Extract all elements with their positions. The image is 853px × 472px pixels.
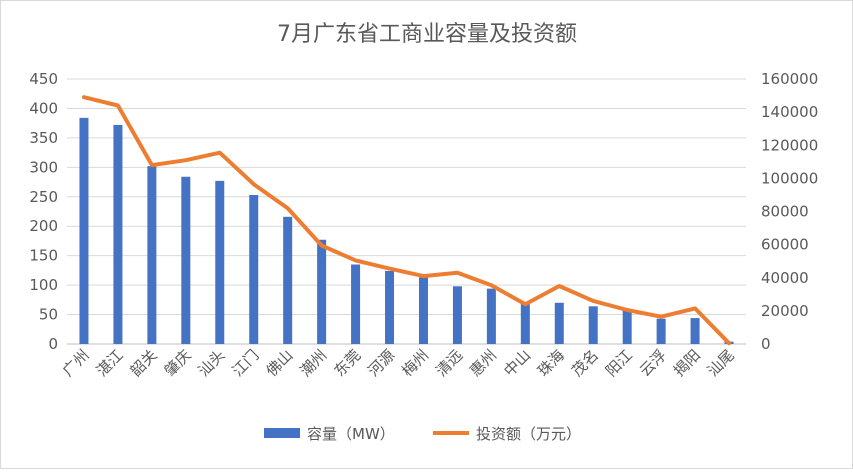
- y-right-tick-label: 120000: [761, 136, 818, 154]
- y-left-tick-label: 300: [29, 158, 58, 176]
- investment-line: [82, 95, 731, 346]
- x-category-label: 东莞: [330, 346, 364, 380]
- legend-swatch-bar: [264, 428, 300, 438]
- legend-label-capacity: 容量（MW）: [307, 425, 395, 443]
- bar-湛江: [113, 124, 123, 344]
- x-category-label: 汕头: [195, 346, 229, 380]
- gridlines: [67, 78, 746, 345]
- y-left-tick-label: 400: [29, 99, 58, 117]
- x-category-label: 肇庆: [161, 346, 195, 380]
- x-category-label: 广州: [59, 346, 93, 380]
- bar-江门: [249, 195, 259, 344]
- x-category-label: 中山: [500, 346, 534, 380]
- y-right-tick-label: 60000: [761, 236, 809, 254]
- x-category-label: 韶关: [127, 346, 161, 380]
- y-right-tick-label: 40000: [761, 269, 809, 287]
- x-category-label: 潮州: [297, 346, 331, 380]
- y-right-tick-label: 100000: [761, 169, 818, 187]
- x-category-label: 惠州: [466, 346, 500, 380]
- bar-清远: [452, 286, 462, 344]
- y-axis-left: 0 50 100 150 200 250 300 350 400 450: [29, 70, 58, 353]
- x-category-label: 茂名: [568, 346, 602, 380]
- y-left-tick-label: 0: [48, 335, 58, 353]
- x-category-label: 梅州: [398, 346, 432, 380]
- x-category-label: 揭阳: [670, 346, 704, 380]
- x-category-label: 珠海: [534, 346, 568, 380]
- bar-佛山: [283, 216, 293, 344]
- x-category-label: 云浮: [636, 346, 670, 380]
- x-category-label: 江门: [229, 346, 263, 380]
- bar-中山: [520, 302, 530, 344]
- y-right-tick-label: 160000: [761, 70, 818, 88]
- y-right-tick-label: 80000: [761, 203, 809, 221]
- bar-series: [79, 117, 734, 344]
- y-right-tick-label: 20000: [761, 302, 809, 320]
- bar-珠海: [554, 302, 564, 344]
- bar-汕头: [215, 180, 225, 344]
- y-left-tick-label: 200: [29, 217, 58, 235]
- x-category-label: 清远: [432, 346, 466, 380]
- bar-河源: [385, 270, 395, 344]
- chart-title: 7月广东省工商业容量及投资额: [277, 22, 577, 47]
- legend: 容量（MW） 投资额（万元）: [264, 425, 581, 443]
- y-left-tick-label: 250: [29, 188, 58, 206]
- y-axis-right: 0 20000 40000 60000 80000 100000 120000 140000 1…: [761, 70, 818, 353]
- bar-惠州: [486, 288, 496, 344]
- bar-梅州: [418, 277, 428, 344]
- x-axis-categories: 广州 湛江 韶关 肇庆 汕头 江门 佛山 潮州 东莞 河源 梅州 清远 惠州 中山 珠海 茂名 阳江 云浮 揭阳 汕尾: [59, 346, 738, 380]
- x-category-label: 佛山: [263, 346, 297, 380]
- bar-韶关: [147, 166, 157, 344]
- bar-云浮: [656, 318, 666, 344]
- bar-东莞: [351, 264, 361, 344]
- y-left-tick-label: 100: [29, 276, 58, 294]
- y-left-tick-label: 150: [29, 247, 58, 265]
- bar-茂名: [588, 306, 598, 344]
- bar-潮州: [317, 239, 327, 344]
- bar-揭阳: [690, 318, 700, 344]
- bar-阳江: [622, 310, 632, 344]
- bar-广州: [79, 117, 89, 344]
- bar-肇庆: [181, 176, 191, 344]
- x-category-label: 阳江: [602, 346, 636, 380]
- line-series: [82, 95, 731, 346]
- y-right-tick-label: 0: [761, 335, 771, 353]
- x-category-label: 湛江: [93, 346, 127, 380]
- y-left-tick-label: 50: [39, 306, 58, 324]
- y-left-tick-label: 450: [29, 70, 58, 88]
- legend-label-investment: 投资额（万元）: [476, 425, 581, 443]
- x-category-label: 汕尾: [704, 346, 738, 380]
- x-category-label: 河源: [364, 346, 398, 380]
- y-right-tick-label: 140000: [761, 103, 818, 121]
- y-left-tick-label: 350: [29, 129, 58, 147]
